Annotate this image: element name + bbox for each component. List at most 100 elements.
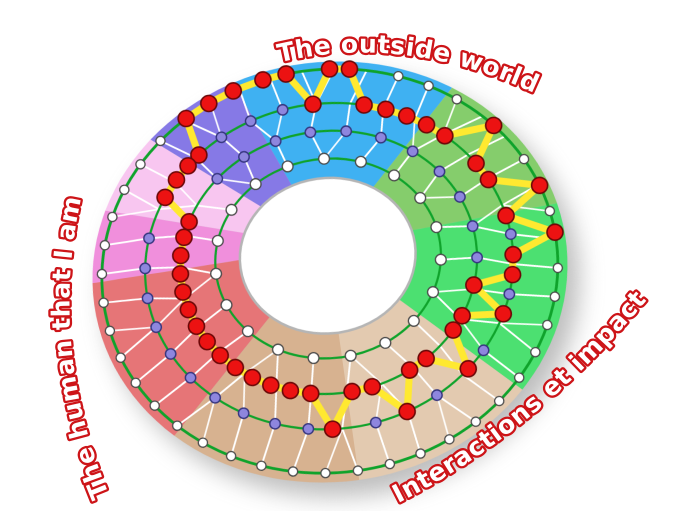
rim-node — [197, 437, 209, 448]
inner-node — [225, 203, 238, 216]
selected-node — [444, 321, 463, 339]
selected-node — [179, 157, 197, 175]
selected-node — [398, 402, 416, 421]
selected-node — [400, 361, 419, 379]
level-node — [477, 344, 490, 357]
level-node — [215, 131, 228, 144]
rim-node — [518, 153, 530, 165]
inner-node — [281, 160, 294, 173]
rim-node — [320, 467, 331, 479]
selected-node — [497, 206, 515, 225]
level-node — [143, 232, 155, 245]
rim-node — [444, 434, 455, 445]
level-node — [431, 389, 443, 402]
selected-node — [467, 154, 485, 173]
level-node — [211, 172, 224, 185]
selected-node — [171, 246, 190, 265]
selected-node — [479, 170, 498, 189]
level-node — [369, 416, 382, 429]
selected-node — [301, 384, 320, 403]
level-node — [375, 131, 387, 144]
selected-node — [180, 212, 198, 231]
level-node — [237, 407, 250, 420]
selected-node — [171, 265, 190, 283]
selected-node — [363, 377, 382, 396]
rim-node — [549, 291, 561, 302]
level-node — [164, 348, 177, 360]
selected-node — [226, 358, 245, 377]
inner-node — [344, 349, 357, 362]
selected-node — [187, 317, 206, 336]
rim-node — [225, 450, 237, 462]
rim-node — [256, 460, 267, 472]
inner-node — [210, 267, 223, 280]
level-node — [453, 190, 466, 203]
selected-node — [417, 116, 436, 134]
rim-node — [423, 80, 434, 92]
selected-node — [200, 94, 218, 113]
selected-node — [320, 60, 339, 78]
level-node — [466, 220, 479, 233]
rim-node — [107, 211, 118, 223]
level-node — [139, 262, 152, 275]
selected-node — [174, 283, 192, 301]
rim-node — [451, 94, 463, 105]
level-node — [238, 150, 250, 163]
selected-node — [504, 245, 522, 264]
selected-node — [177, 109, 195, 128]
level-node — [503, 288, 516, 300]
level-node — [406, 145, 419, 158]
level-node — [269, 135, 282, 148]
level-node — [209, 391, 222, 404]
inner-node — [407, 314, 420, 327]
rim-node — [542, 319, 553, 331]
selected-node — [262, 376, 280, 395]
selected-node — [175, 228, 193, 247]
wheel-hole — [238, 176, 417, 335]
inner-node — [354, 155, 367, 168]
level-node — [276, 103, 289, 116]
rim-node — [493, 395, 505, 407]
selected-node — [190, 146, 208, 164]
rim-node — [415, 448, 426, 459]
inner-node — [379, 336, 392, 349]
rim-node — [130, 377, 141, 389]
rim-node — [470, 416, 482, 427]
level-node — [340, 125, 353, 138]
selected-node — [417, 349, 435, 368]
rim-node — [98, 297, 109, 309]
level-node — [304, 126, 317, 139]
level-node — [184, 371, 197, 384]
inner-node — [426, 286, 440, 299]
selected-node — [436, 126, 454, 145]
selected-node — [224, 82, 243, 100]
rim-node — [104, 325, 116, 337]
rim-node — [530, 346, 541, 358]
rim-node — [352, 465, 364, 476]
selected-node — [459, 359, 478, 378]
selected-node — [281, 381, 300, 400]
rim-node — [384, 458, 396, 470]
selected-node — [503, 265, 522, 284]
selected-node — [530, 176, 549, 195]
rim-node — [513, 372, 525, 383]
level-node — [244, 115, 257, 127]
selected-node — [340, 60, 359, 78]
level-node — [141, 292, 154, 305]
selected-node — [453, 306, 471, 325]
sector-pink-bright — [92, 210, 245, 284]
inner-node — [249, 178, 262, 191]
selected-node — [377, 100, 395, 119]
inner-node — [414, 191, 427, 205]
inner-node — [271, 343, 285, 356]
rim-node — [115, 352, 126, 363]
selected-node — [211, 346, 230, 365]
selected-node — [179, 300, 198, 319]
rim-node — [135, 159, 146, 170]
rim-node — [155, 135, 166, 147]
selected-node — [355, 96, 373, 114]
rim-node — [96, 268, 108, 280]
level-node — [433, 165, 446, 178]
wheel-group — [92, 60, 568, 483]
selected-node — [243, 368, 262, 387]
